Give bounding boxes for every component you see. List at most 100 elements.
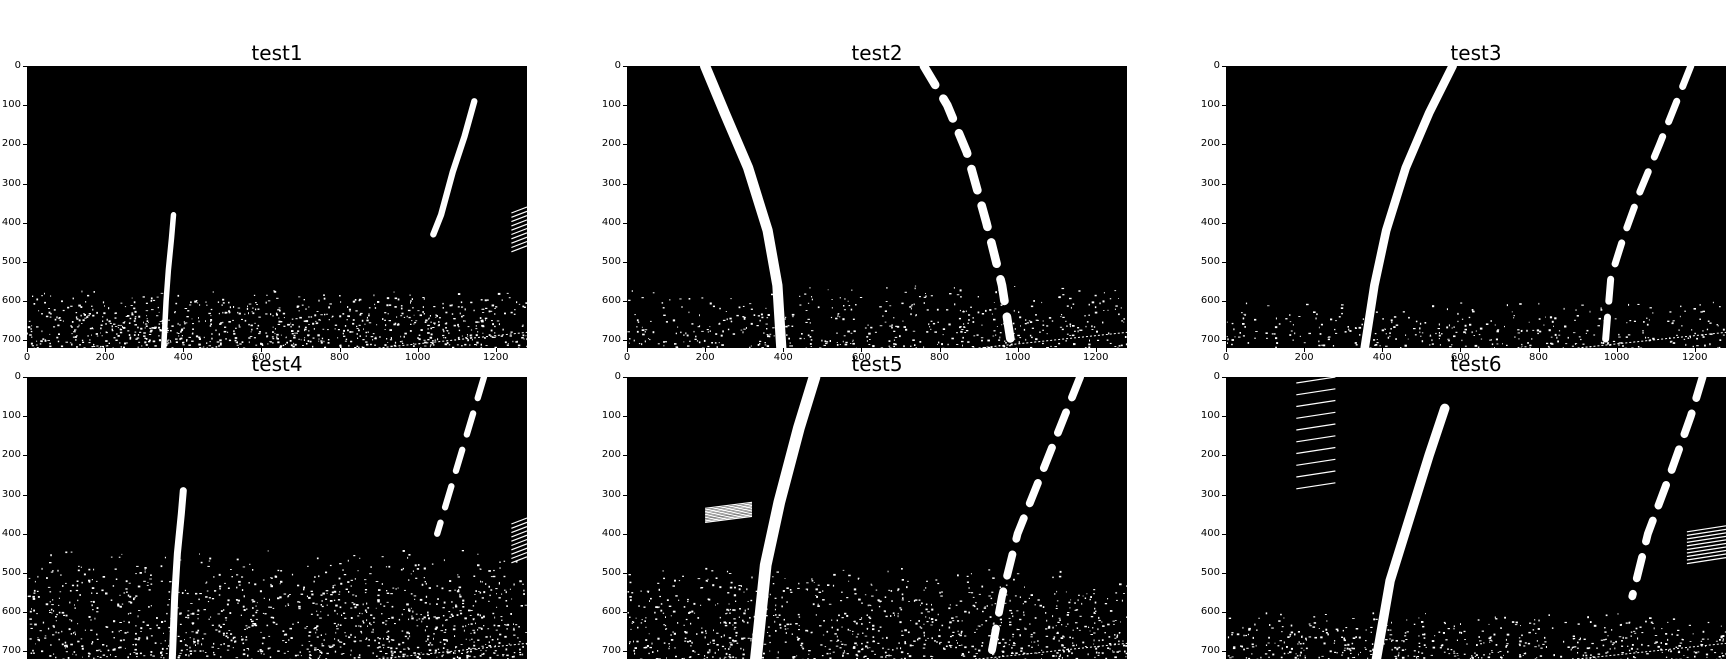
noise-speck: [218, 631, 220, 633]
noise-speck: [227, 650, 229, 651]
noise-speck: [1359, 334, 1360, 336]
noise-speck: [1002, 651, 1004, 653]
noise-speck: [180, 653, 182, 654]
noise-speck: [1631, 648, 1633, 650]
noise-speck: [1576, 343, 1578, 344]
noise-speck: [1330, 650, 1332, 652]
noise-speck: [1405, 632, 1407, 633]
noise-speck: [399, 619, 400, 621]
noise-speck: [951, 338, 954, 340]
noise-speck: [292, 346, 294, 348]
noise-speck: [850, 630, 851, 631]
noise-speck: [410, 324, 412, 325]
noise-speck: [1092, 329, 1094, 330]
noise-speck: [1091, 634, 1094, 635]
noise-speck: [376, 324, 377, 325]
noise-speck: [1029, 320, 1031, 321]
noise-speck: [1403, 311, 1405, 312]
noise-speck: [736, 640, 737, 641]
noise-speck: [309, 631, 312, 633]
noise-speck: [335, 632, 336, 634]
noise-speck: [324, 639, 325, 640]
noise-speck: [394, 651, 396, 653]
noise-speck: [1104, 632, 1106, 633]
noise-speck: [80, 306, 82, 308]
noise-speck: [215, 629, 217, 630]
noise-speck: [1396, 325, 1399, 326]
noise-speck: [711, 342, 713, 344]
noise-speck: [1472, 309, 1474, 311]
noise-speck: [454, 625, 456, 626]
x-tick-label: 400: [774, 353, 793, 363]
noise-speck: [476, 342, 478, 344]
noise-speck: [889, 340, 891, 342]
noise-speck: [101, 346, 104, 347]
noise-speck: [1601, 308, 1602, 309]
noise-speck: [1232, 339, 1235, 341]
noise-speck: [243, 643, 245, 645]
noise-speck: [1061, 637, 1064, 639]
noise-speck: [112, 348, 114, 349]
noise-speck: [523, 335, 525, 337]
noise-speck: [402, 614, 403, 616]
noise-speck: [1260, 657, 1261, 659]
noise-speck: [628, 300, 630, 301]
noise-speck: [198, 599, 199, 601]
noise-speck: [1246, 303, 1247, 305]
noise-speck: [924, 297, 926, 298]
noise-speck: [1654, 643, 1657, 644]
noise-speck: [1448, 628, 1450, 629]
noise-speck: [258, 333, 260, 334]
noise-speck: [263, 580, 265, 581]
noise-speck: [244, 609, 246, 611]
noise-speck: [465, 321, 466, 322]
noise-speck: [441, 630, 444, 631]
noise-speck: [386, 590, 387, 591]
noise-speck: [1611, 641, 1612, 643]
noise-speck: [252, 615, 254, 617]
y-tick-label: 700: [1190, 335, 1220, 345]
noise-speck: [994, 330, 996, 331]
noise-speck: [1590, 654, 1592, 655]
noise-speck: [477, 629, 478, 631]
noise-speck: [81, 638, 83, 639]
noise-speck: [1593, 335, 1595, 336]
y-tick-mark: [23, 416, 27, 417]
noise-speck: [519, 654, 521, 655]
noise-speck: [629, 643, 630, 644]
noise-speck: [1118, 641, 1119, 643]
noise-speck: [1000, 586, 1001, 588]
noise-speck: [933, 323, 935, 325]
noise-speck: [844, 650, 845, 652]
noise-speck: [523, 590, 524, 592]
noise-speck: [1094, 612, 1096, 613]
noise-speck: [325, 572, 327, 574]
noise-speck: [899, 621, 901, 623]
noise-speck: [720, 617, 721, 619]
noise-speck: [249, 304, 252, 305]
noise-speck: [347, 330, 349, 332]
noise-speck: [195, 593, 197, 595]
noise-speck: [870, 605, 871, 606]
noise-speck: [1046, 325, 1048, 326]
noise-speck: [36, 613, 38, 614]
noise-speck: [219, 333, 220, 335]
noise-speck: [869, 339, 871, 340]
noise-speck: [400, 341, 402, 342]
noise-speck: [321, 342, 323, 344]
noise-speck: [1298, 631, 1300, 633]
noise-speck: [88, 655, 90, 657]
noise-speck: [58, 341, 59, 343]
noise-speck: [848, 575, 851, 577]
noise-speck: [1237, 633, 1240, 635]
noise-speck: [834, 633, 836, 634]
noise-speck: [248, 324, 250, 325]
noise-speck: [379, 638, 381, 640]
noise-speck: [334, 600, 335, 601]
noise-speck: [410, 300, 412, 301]
noise-speck: [394, 292, 395, 293]
noise-speck: [1377, 342, 1379, 343]
noise-speck: [848, 301, 849, 302]
noise-speck: [311, 591, 313, 592]
noise-speck: [443, 330, 444, 332]
